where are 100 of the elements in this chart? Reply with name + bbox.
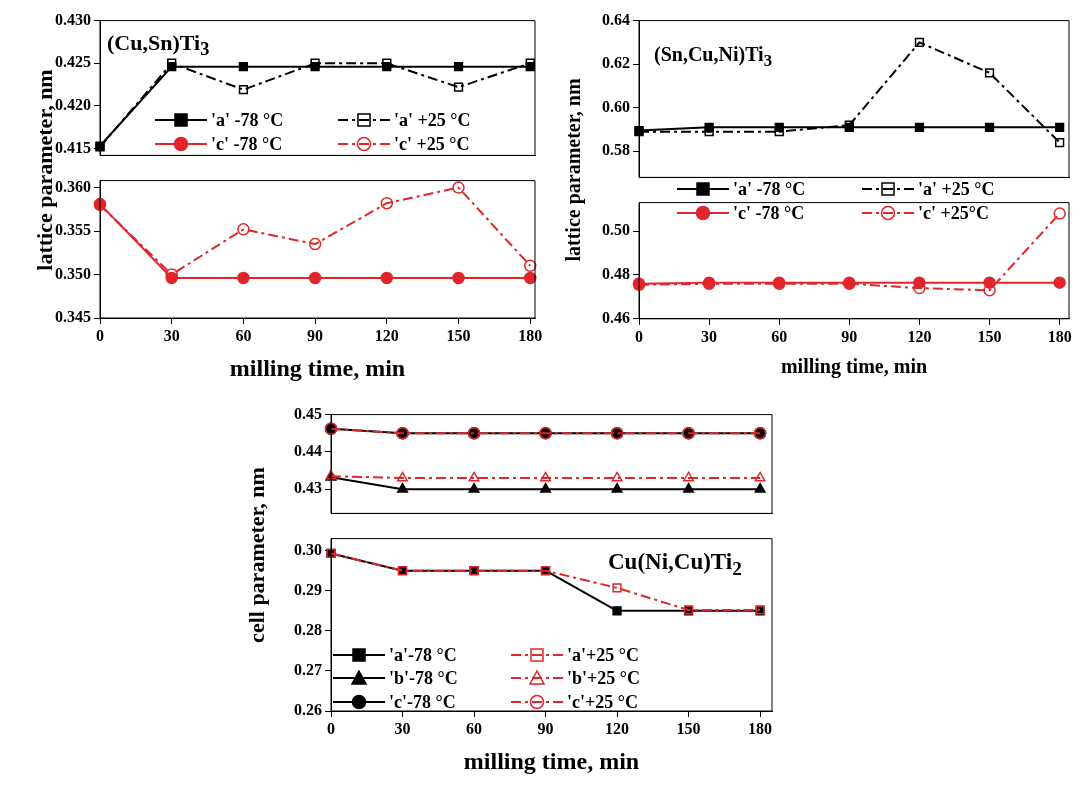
x-tick-label: 90	[841, 327, 858, 345]
point	[453, 62, 464, 72]
x-tick-label: 60	[466, 719, 483, 737]
y-tick-label: 0.27	[294, 661, 322, 679]
text: (Cu,Sn)Ti$_{3}$	[107, 30, 210, 60]
point	[754, 471, 766, 482]
legend-label: 'a' -78 °C	[733, 178, 806, 200]
text: (Sn,Cu,Ni)Ti$_{3}$	[654, 43, 772, 70]
point	[308, 237, 322, 251]
y-tick-label: 0.44	[294, 442, 322, 460]
x-tick-label: 30	[163, 326, 180, 344]
point	[540, 471, 552, 482]
legend-label: 'c'+25 °C	[567, 691, 638, 713]
point	[468, 471, 480, 482]
legend-label: 'b'-78 °C	[389, 667, 458, 689]
x-tick-label: 120	[907, 327, 932, 345]
x-tick-label: 0	[96, 326, 104, 344]
point	[237, 271, 250, 285]
legend-label: 'a'+25 °C	[567, 644, 639, 666]
y-tick-label: 0.415	[55, 138, 91, 156]
point	[984, 68, 995, 78]
x-tick-label: 120	[605, 719, 630, 737]
x-tick-label: 90	[307, 326, 324, 344]
y-tick-label: 0.46	[602, 308, 630, 326]
legend-label: 'a' +25 °C	[394, 109, 471, 131]
x-tick-label: 180	[1047, 327, 1072, 345]
point	[914, 37, 925, 48]
y-tick-label: 0.28	[294, 620, 322, 638]
point	[380, 196, 394, 210]
legend-label: 'a' -78 °C	[211, 109, 284, 131]
x-tick-label: 150	[676, 719, 701, 737]
x-axis-title: milling time, min	[780, 355, 928, 379]
point	[704, 127, 714, 137]
y-tick-label: 0.48	[602, 265, 630, 283]
point	[914, 122, 925, 132]
x-tick-label: 60	[235, 326, 252, 344]
y-tick-label: 0.29	[294, 580, 322, 598]
y-tick-label: 0.425	[55, 53, 91, 71]
x-tick-label: 120	[374, 326, 399, 344]
y-tick-label: 0.45	[294, 404, 322, 422]
point	[238, 85, 249, 95]
point	[167, 58, 177, 68]
x-tick-label: 150	[446, 326, 471, 344]
y-tick-label: 0.60	[602, 97, 630, 115]
point	[397, 482, 409, 493]
y-tick-label: 0.43	[294, 479, 322, 497]
point	[452, 271, 465, 285]
point	[380, 271, 394, 285]
y-tick-label: 0.26	[294, 701, 322, 719]
legend-label: 'a' +25 °C	[918, 178, 995, 200]
y-tick-label: 0.62	[602, 54, 630, 72]
point	[540, 482, 552, 493]
point	[310, 58, 320, 68]
point	[611, 482, 623, 493]
point	[1055, 122, 1065, 132]
text: Cu(Ni,Cu)Ti$_{2}$	[608, 549, 742, 579]
point	[308, 271, 322, 285]
point	[1053, 276, 1066, 289]
point	[683, 471, 695, 482]
x-tick-label: 0	[327, 719, 335, 737]
point	[611, 471, 623, 482]
point	[382, 58, 392, 68]
y-tick-label: 0.360	[55, 177, 91, 195]
y-axis-title: lattice parameter, nm	[561, 78, 585, 262]
x-tick-label: 30	[394, 719, 411, 737]
x-axis-title: milling time, min	[463, 747, 640, 774]
legend-label: 'a'-78 °C	[389, 644, 457, 666]
y-tick-label: 0.350	[55, 264, 91, 282]
x-tick-label: 180	[518, 326, 543, 344]
point	[452, 181, 465, 194]
x-tick-label: 30	[701, 327, 718, 345]
y-tick-label: 0.58	[602, 141, 630, 159]
point	[774, 127, 784, 137]
y-tick-label: 0.50	[602, 221, 630, 239]
legend-label: 'c' -78 °C	[733, 202, 805, 224]
point	[1053, 207, 1066, 220]
point	[453, 82, 464, 92]
legend-label: 'c' +25 °C	[394, 133, 470, 155]
point	[237, 223, 250, 236]
x-tick-label: 150	[977, 327, 1002, 345]
x-axis-title: milling time, min	[229, 354, 406, 381]
point	[612, 606, 622, 616]
legend-label: 'c' +25°C	[918, 202, 989, 224]
y-tick-label: 0.64	[602, 10, 630, 28]
point	[754, 482, 766, 493]
point	[984, 122, 995, 132]
y-tick-label: 0.345	[55, 308, 91, 326]
point	[683, 482, 695, 493]
point	[525, 58, 535, 68]
point	[238, 62, 249, 72]
x-tick-label: 60	[771, 327, 788, 345]
legend-label: 'b'+25 °C	[567, 667, 640, 689]
y-tick-label: 0.420	[55, 96, 91, 114]
legend-label: 'c'-78 °C	[389, 691, 456, 713]
y-tick-label: 0.30	[294, 540, 322, 558]
y-tick-label: 0.430	[55, 10, 91, 28]
x-tick-label: 0	[635, 327, 643, 345]
legend-label: 'c' -78 °C	[211, 133, 283, 155]
point	[1055, 137, 1065, 148]
x-tick-label: 90	[537, 719, 554, 737]
